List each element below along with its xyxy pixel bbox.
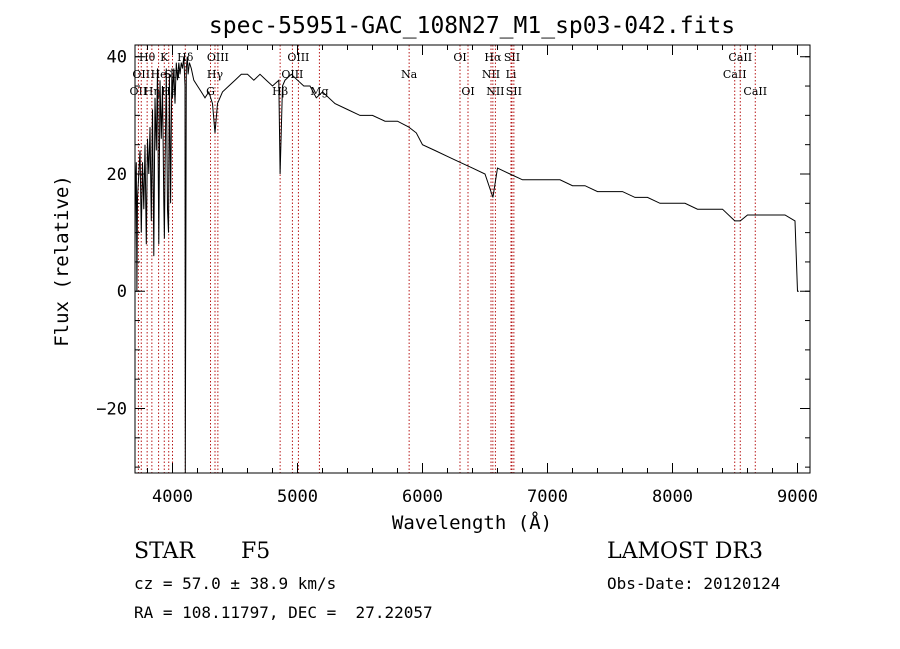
redshift-cz: cz = 57.0 ± 38.9 km/s (134, 574, 337, 593)
spectral-line-markers: OIIOIIHθHηHeKHεSIIHδGHγOIIIHβOIIIOIIIMgN… (130, 45, 767, 473)
coordinates: RA = 108.11797, DEC = 27.22057 (134, 603, 433, 622)
object-class: STAR (134, 539, 195, 564)
x-tick-label-4: 8000 (652, 487, 693, 507)
y-tick-label-2: 20 (107, 165, 127, 185)
line-label-23: SII (504, 51, 520, 64)
line-label-13: OIII (281, 68, 303, 81)
line-label-0: OII (130, 85, 148, 98)
x-tick-label-0: 4000 (152, 487, 193, 507)
line-label-10: Hγ (207, 68, 224, 81)
x-tick-label-5: 9000 (777, 487, 818, 507)
x-tick-label-2: 6000 (402, 487, 443, 507)
series-line-0 (134, 56, 799, 474)
x-axis-label: Wavelength (Å) (392, 511, 552, 534)
line-label-11: OIII (207, 51, 229, 64)
line-label-18: OI (461, 85, 474, 98)
line-label-5: K (160, 51, 169, 64)
line-label-16: Na (401, 68, 418, 81)
y-axis-label: Flux (relative) (51, 175, 73, 347)
axis-ticks: 4000 5000 6000 7000 8000 9000 −20 0 20 40 (96, 45, 818, 507)
x-tick-label-1: 5000 (277, 487, 318, 507)
line-label-21: NII (486, 85, 504, 98)
y-tick-label-3: 40 (107, 48, 127, 68)
y-tick-label-1: 0 (117, 282, 127, 302)
plot-frame (134, 44, 811, 474)
line-label-27: CaII (743, 85, 767, 98)
line-label-20: Hα (484, 51, 502, 64)
line-label-19: NII (482, 68, 500, 81)
line-label-25: CaII (723, 68, 747, 81)
line-label-9: G (206, 85, 215, 98)
object-subclass: F5 (241, 539, 271, 564)
line-label-24: SII (506, 85, 522, 98)
line-label-12: Hβ (272, 85, 288, 98)
line-label-2: Hθ (139, 51, 156, 64)
line-label-26: CaII (728, 51, 752, 64)
spectrum-series (134, 56, 799, 474)
chart-title: spec-55951-GAC_108N27_M1_sp03-042.fits (209, 13, 735, 39)
survey-name: LAMOST DR3 (607, 539, 763, 564)
y-tick-label-0: −20 (96, 400, 127, 420)
line-label-4: He (151, 68, 167, 81)
line-label-14: OIII (287, 51, 309, 64)
x-tick-label-3: 7000 (527, 487, 568, 507)
line-label-3: Hη (144, 85, 160, 98)
line-label-17: OI (453, 51, 466, 64)
line-label-22: Li (506, 68, 517, 81)
line-label-8: Hδ (177, 51, 194, 64)
line-label-1: OII (132, 68, 150, 81)
obs-date: Obs-Date: 20120124 (607, 574, 781, 593)
